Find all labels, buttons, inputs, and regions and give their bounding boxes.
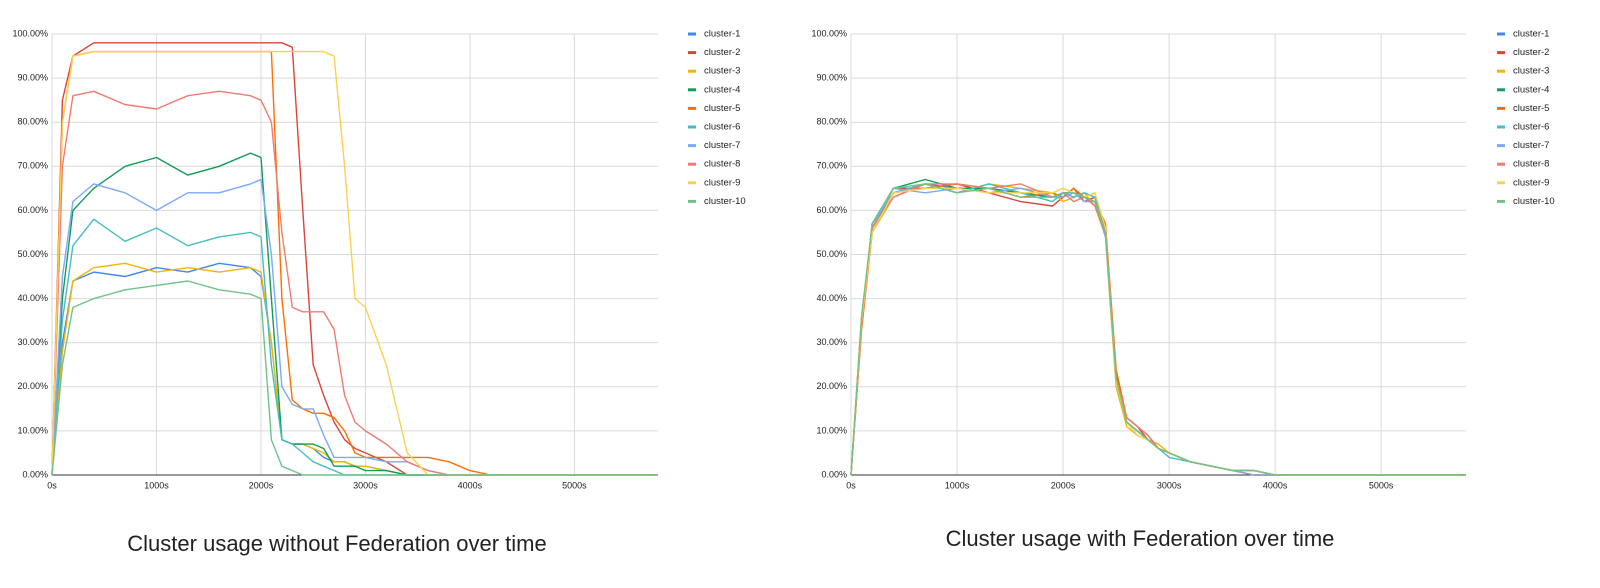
x-tick-label: 0s	[47, 480, 57, 490]
legend-label: cluster-8	[1513, 159, 1549, 170]
legend-label: cluster-5	[1513, 103, 1549, 114]
chart-caption: Cluster usage without Federation over ti…	[127, 531, 546, 556]
y-tick-label: 10.00%	[816, 425, 847, 435]
legend-label: cluster-4	[1513, 84, 1549, 95]
y-tick-label: 40.00%	[17, 293, 48, 303]
legend-label: cluster-4	[704, 84, 740, 95]
legend-label: cluster-3	[704, 66, 740, 77]
legend-label: cluster-6	[1513, 122, 1549, 133]
x-tick-label: 5000s	[562, 480, 587, 490]
legend-label: cluster-1	[704, 29, 740, 40]
x-tick-label: 2000s	[249, 480, 274, 490]
series-line	[51, 152, 658, 476]
series-line	[51, 90, 658, 476]
legend-label: cluster-10	[1513, 196, 1555, 207]
legend-label: cluster-7	[704, 140, 740, 151]
legend-label: cluster-9	[704, 177, 740, 188]
legend-label: cluster-9	[1513, 177, 1549, 188]
x-tick-label: 5000s	[1369, 480, 1394, 490]
legend-label: cluster-5	[704, 103, 740, 114]
y-tick-label: 50.00%	[17, 249, 48, 259]
series-line	[51, 218, 658, 476]
y-tick-label: 0.00%	[821, 469, 847, 479]
series-line	[850, 187, 1466, 476]
chart-caption: Cluster usage with Federation over time	[946, 526, 1335, 551]
y-tick-label: 70.00%	[816, 161, 847, 171]
legend-label: cluster-2	[1513, 47, 1549, 58]
y-tick-label: 90.00%	[17, 72, 48, 82]
y-tick-label: 0.00%	[22, 469, 48, 479]
y-tick-label: 20.00%	[816, 381, 847, 391]
y-tick-label: 90.00%	[816, 72, 847, 82]
y-tick-label: 70.00%	[17, 161, 48, 171]
y-tick-label: 40.00%	[816, 293, 847, 303]
legend-label: cluster-1	[1513, 29, 1549, 40]
x-tick-label: 1000s	[144, 480, 169, 490]
y-tick-label: 60.00%	[816, 205, 847, 215]
legend-label: cluster-7	[1513, 140, 1549, 151]
y-tick-label: 20.00%	[17, 381, 48, 391]
legend-label: cluster-2	[704, 47, 740, 58]
y-tick-label: 100.00%	[811, 28, 847, 38]
series-line	[850, 183, 1466, 476]
y-tick-label: 60.00%	[17, 205, 48, 215]
x-tick-label: 1000s	[945, 480, 970, 490]
x-tick-label: 4000s	[1263, 480, 1288, 490]
series-line	[850, 187, 1466, 476]
y-tick-label: 10.00%	[17, 425, 48, 435]
series-line	[51, 50, 658, 476]
y-tick-label: 30.00%	[17, 337, 48, 347]
legend-label: cluster-8	[704, 159, 740, 170]
y-tick-label: 50.00%	[816, 249, 847, 259]
legend-label: cluster-3	[1513, 66, 1549, 77]
legend-label: cluster-10	[704, 196, 746, 207]
x-tick-label: 4000s	[458, 480, 483, 490]
x-tick-label: 2000s	[1051, 480, 1076, 490]
series-line	[51, 280, 658, 476]
x-tick-label: 0s	[846, 480, 856, 490]
x-tick-label: 3000s	[353, 480, 378, 490]
y-tick-label: 80.00%	[816, 117, 847, 127]
y-tick-label: 100.00%	[12, 28, 48, 38]
y-tick-label: 80.00%	[17, 117, 48, 127]
y-tick-label: 30.00%	[816, 337, 847, 347]
series-line	[51, 50, 658, 476]
legend-label: cluster-6	[704, 122, 740, 133]
x-tick-label: 3000s	[1157, 480, 1182, 490]
